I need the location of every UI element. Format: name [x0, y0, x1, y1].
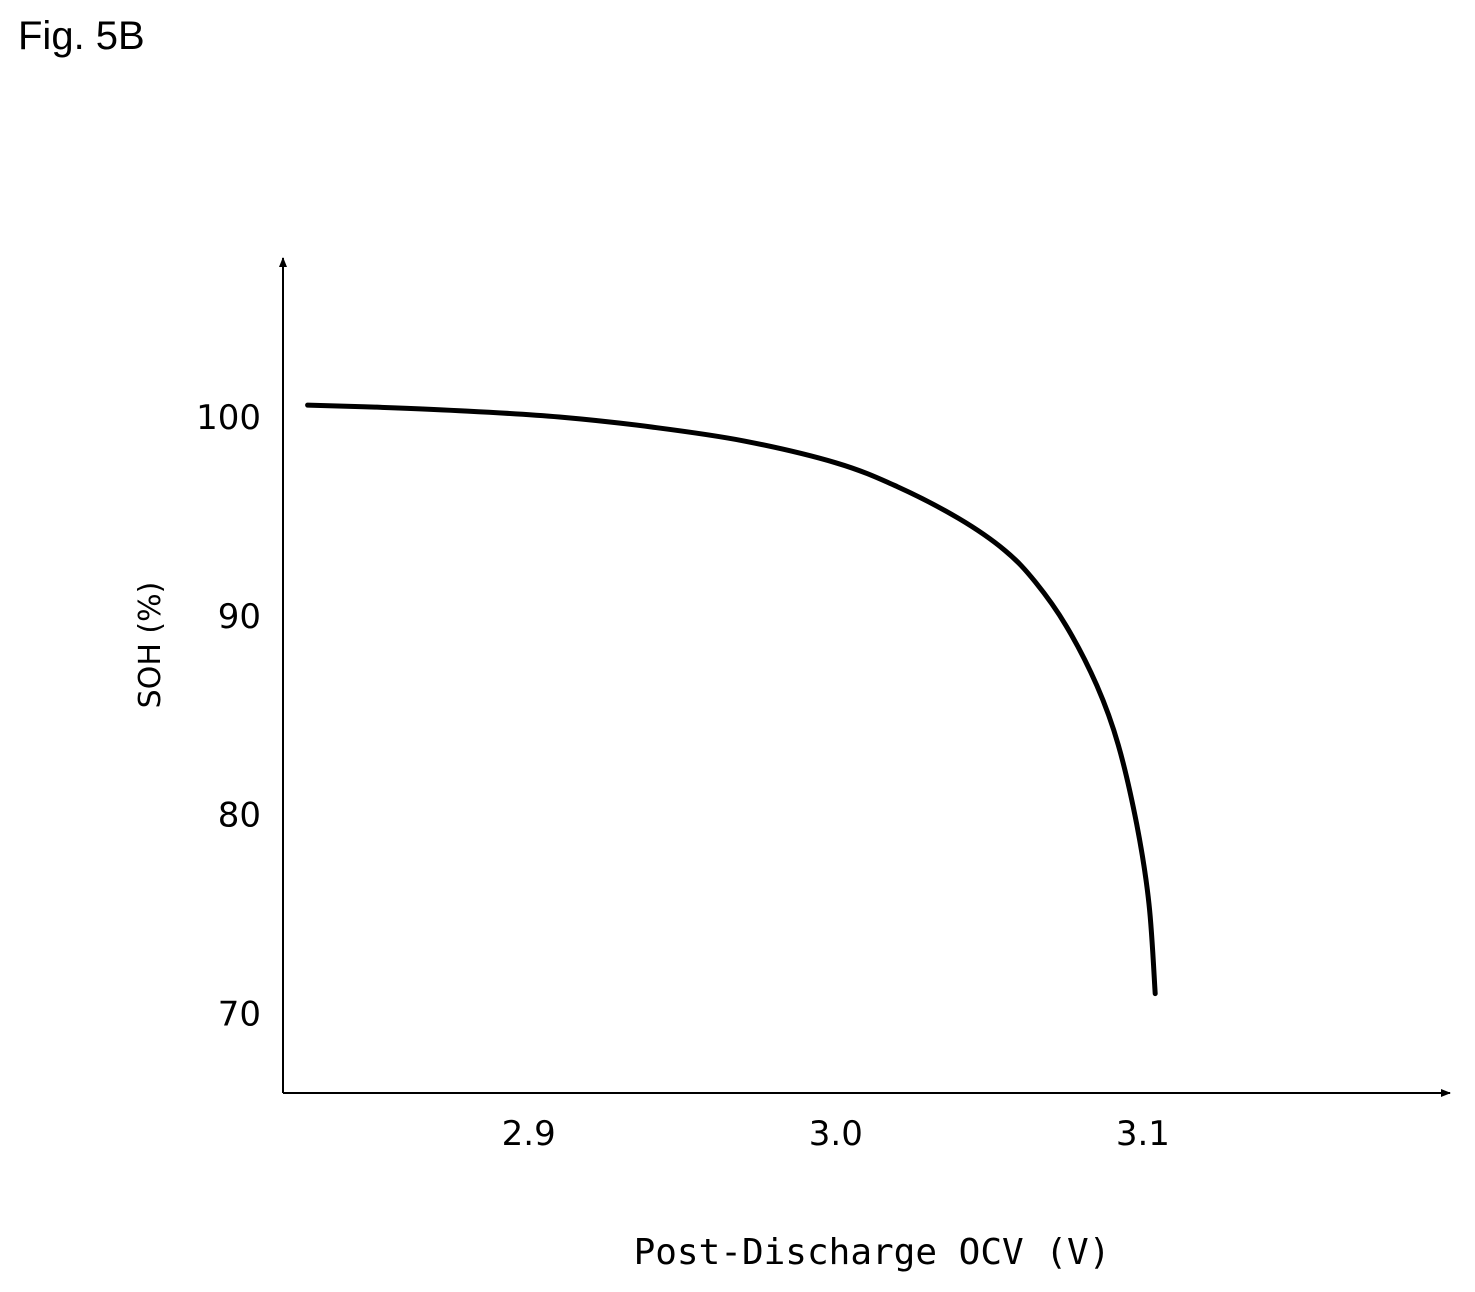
x-axis-title: Post-Discharge OCV (V) [634, 1232, 1111, 1273]
series-group [305, 402, 1158, 997]
tick-labels: 2.9 3.0 3.1 100 90 80 70 [196, 398, 1170, 1154]
y-axis-title: SOH (%) [133, 582, 168, 709]
y-tick-label: 90 [218, 597, 261, 637]
x-tick-label: 2.9 [502, 1114, 556, 1154]
x-tick-label: 3.1 [1116, 1114, 1170, 1154]
x-tick-label: 3.0 [809, 1114, 863, 1154]
axes [279, 257, 1451, 1097]
figure-label: Fig. 5B [18, 14, 145, 58]
y-tick-label: 70 [218, 994, 261, 1034]
soh-curve [305, 402, 1158, 997]
y-tick-label: 100 [196, 398, 261, 438]
y-tick-label: 80 [218, 796, 261, 836]
